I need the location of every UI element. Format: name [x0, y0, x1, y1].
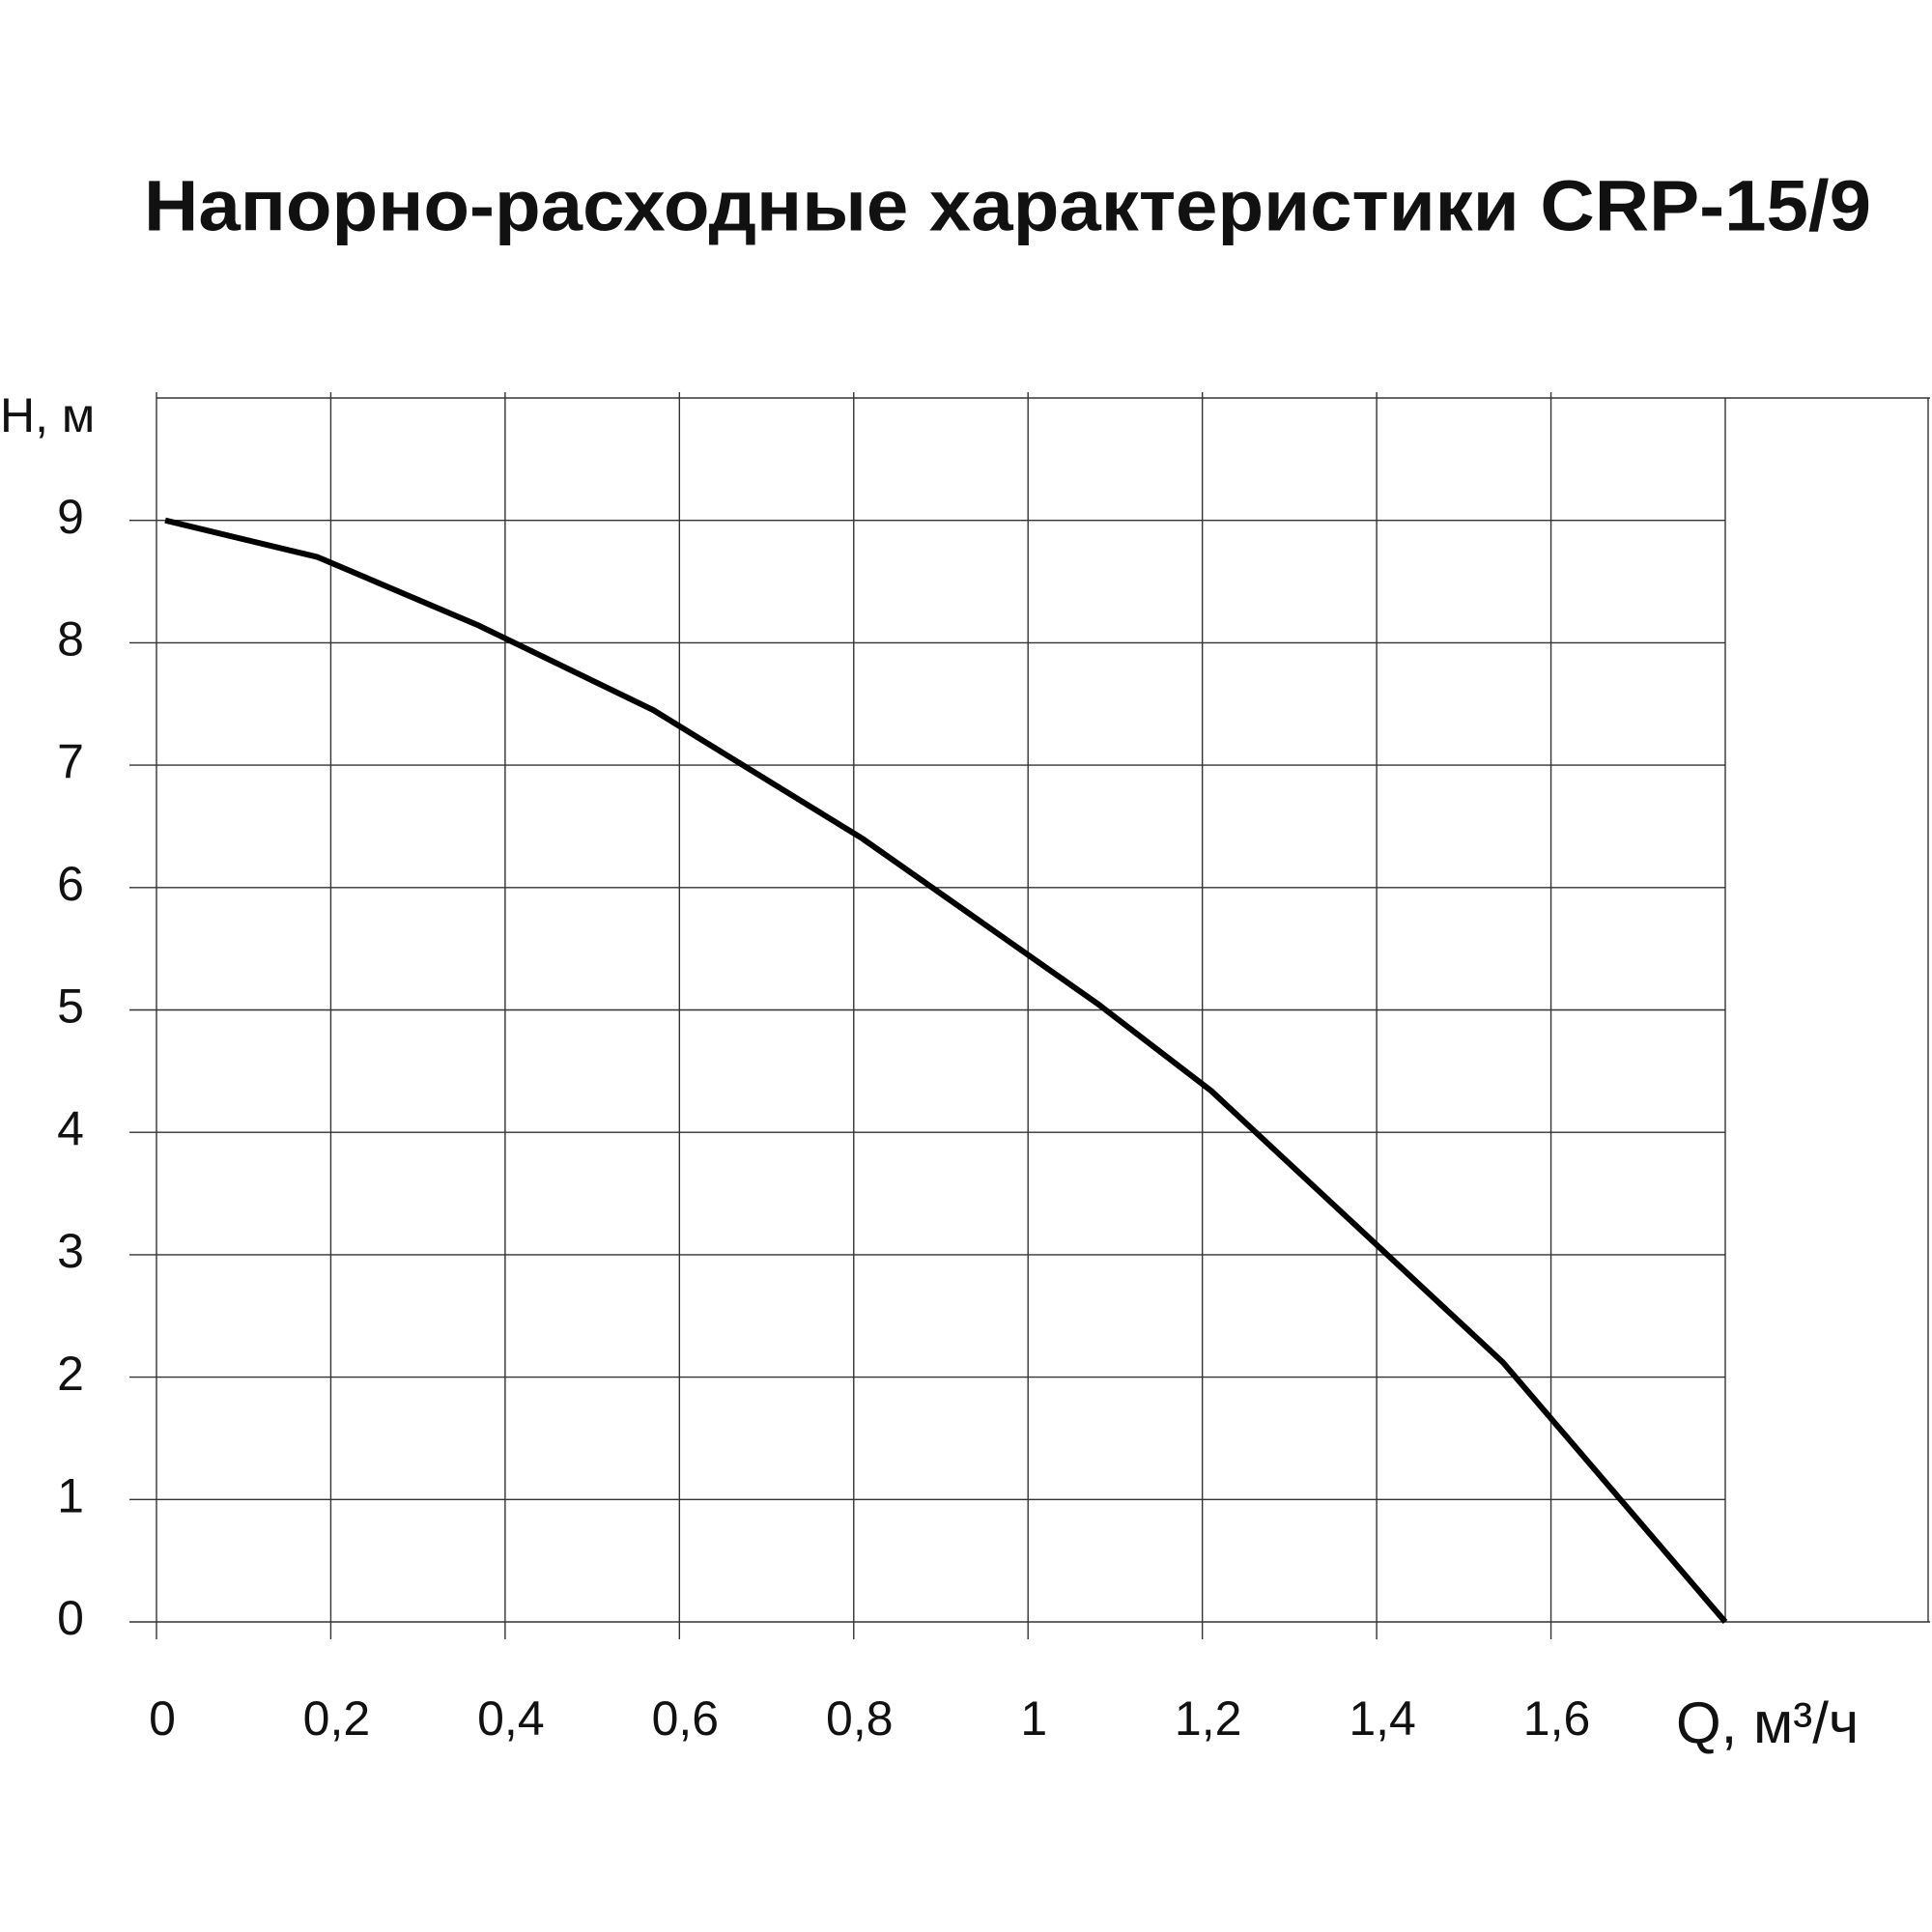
x-tick-label: 1 — [1020, 1691, 1047, 1746]
x-tick-label: 0,4 — [477, 1691, 545, 1746]
y-tick-label: 6 — [57, 857, 84, 911]
x-tick-label: 0,2 — [303, 1691, 371, 1746]
x-tick-label: 0,6 — [652, 1691, 720, 1746]
y-tick-label: 7 — [57, 734, 84, 788]
x-axis-label: Q, м³/ч — [1676, 1690, 1859, 1755]
y-tick-label: 8 — [57, 612, 84, 667]
x-tick-label: 0,8 — [826, 1691, 894, 1746]
y-tick-label: 3 — [57, 1224, 84, 1278]
x-tick-label: 1,6 — [1523, 1691, 1591, 1746]
y-tick-label: 2 — [57, 1347, 84, 1401]
x-tick-label: 1,2 — [1175, 1691, 1242, 1746]
y-tick-label: 9 — [57, 490, 84, 544]
x-tick-label: 0 — [149, 1691, 176, 1746]
y-tick-label: 5 — [57, 980, 84, 1034]
x-tick-label: 1,4 — [1349, 1691, 1416, 1746]
y-tick-label: 0 — [57, 1591, 84, 1645]
chart-title: Напорно-расходные характеристики CRP-15/… — [144, 166, 1871, 246]
y-tick-label: 4 — [57, 1101, 84, 1155]
series-line — [164, 517, 1728, 1624]
y-axis-label: H, м — [0, 388, 95, 442]
y-tick-label: 1 — [57, 1469, 84, 1523]
